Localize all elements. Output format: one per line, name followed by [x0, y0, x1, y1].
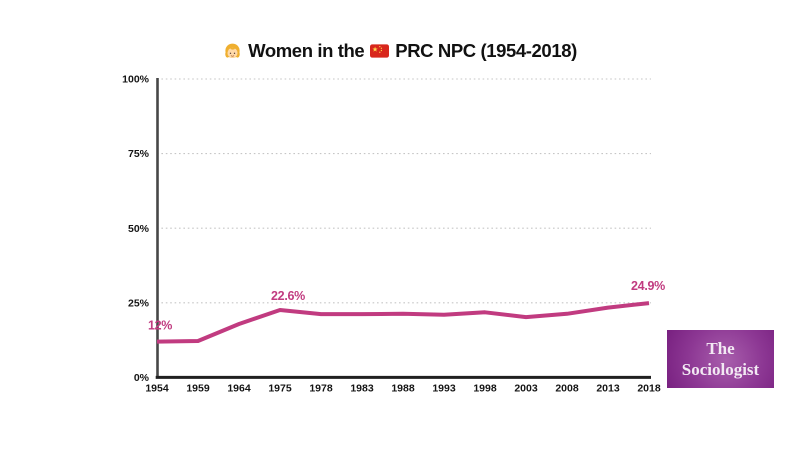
x-tick-1975: 1975 — [268, 383, 292, 395]
y-tick-100: 100% — [122, 74, 150, 86]
x-tick-1959: 1959 — [186, 383, 210, 395]
annotation-1975: 22.6% — [271, 289, 305, 303]
x-tick-1988: 1988 — [391, 383, 415, 395]
y-tick-50: 50% — [128, 223, 150, 235]
title-text-left: Women in the — [248, 40, 365, 61]
x-tick-1998: 1998 — [473, 383, 497, 395]
y-tick-25: 25% — [128, 297, 150, 309]
brand-name-line2: Sociologist — [681, 360, 760, 379]
y-tick-75: 75% — [128, 148, 150, 160]
x-tick-1983: 1983 — [350, 383, 374, 395]
x-tick-1978: 1978 — [309, 383, 333, 395]
x-tick-1954: 1954 — [145, 383, 169, 395]
x-tick-2003: 2003 — [514, 383, 538, 395]
chart-title: Women in the PRC NPC (1954-2018) — [0, 38, 800, 64]
x-tick-2013: 2013 — [596, 383, 620, 395]
china-flag-icon — [370, 44, 390, 58]
sociologist-badge: The Sociologist — [667, 330, 774, 388]
brand-name-line1: The — [706, 339, 735, 358]
woman-emoji — [223, 42, 242, 61]
annotation-1954: 12% — [148, 319, 172, 333]
title-text-right: PRC NPC (1954-2018) — [395, 40, 577, 61]
x-tick-2018: 2018 — [637, 383, 661, 395]
x-tick-1964: 1964 — [227, 383, 251, 395]
x-tick-2008: 2008 — [555, 383, 579, 395]
annotation-2018: 24.9% — [631, 279, 665, 293]
data-line — [156, 301, 650, 344]
x-tick-1993: 1993 — [432, 383, 456, 395]
y-tick-0: 0% — [134, 372, 150, 384]
